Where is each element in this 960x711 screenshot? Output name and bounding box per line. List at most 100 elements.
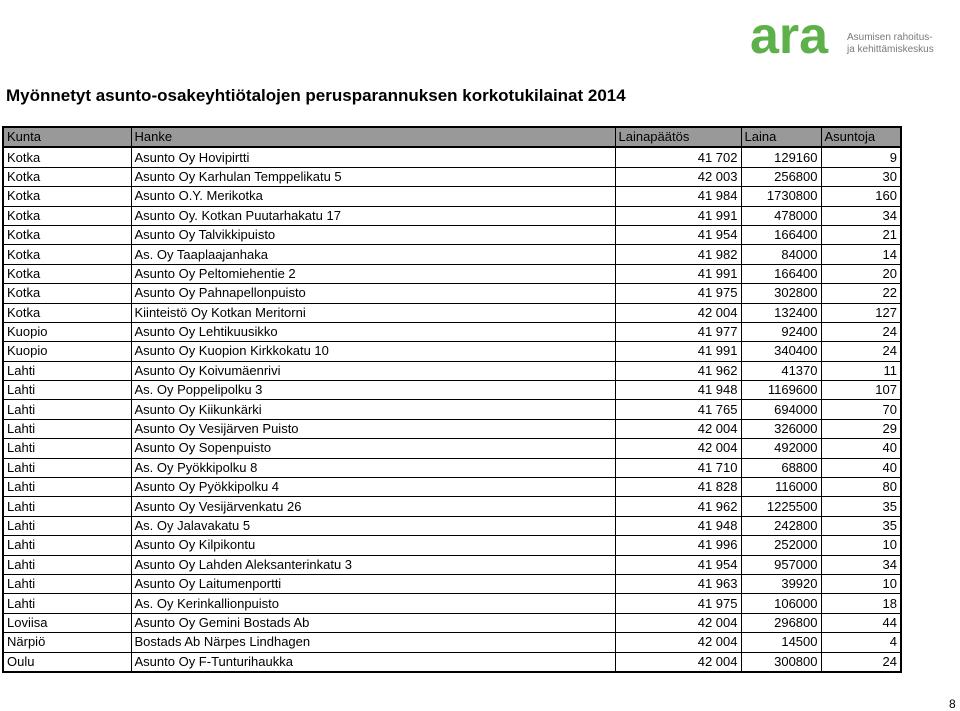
- asuntoja-cell: 40: [820, 457, 902, 479]
- header-laina: Laina: [740, 125, 822, 149]
- lainapaatos-cell: 41 996: [614, 535, 742, 556]
- table-header-row: Kunta Hanke Lainapäätös Laina Asuntoja: [2, 125, 902, 149]
- lainapaatos-cell: 42 004: [614, 651, 742, 673]
- table-row: Lahti Asunto Oy Laitumenportti 41 963 39920…: [2, 573, 902, 595]
- asuntoja-cell: 9: [820, 146, 902, 168]
- table-row: Lahti Asunto Oy Kilpikontu 41 996 252000 10: [2, 535, 902, 556]
- lainapaatos-cell: 41 991: [614, 341, 742, 362]
- hanke-cell: As. Oy Poppelipolku 3: [130, 380, 616, 401]
- hanke-cell: Asunto Oy Pahnapellonpuisto: [130, 283, 616, 304]
- header-lainapaatos: Lainapäätös: [614, 125, 742, 149]
- laina-cell: 302800: [740, 283, 822, 304]
- hanke-cell: Asunto Oy Lehtikuusikko: [130, 321, 616, 343]
- lainapaatos-cell: 42 004: [614, 612, 742, 634]
- laina-cell: 106000: [740, 593, 822, 614]
- kunta-cell: Lahti: [2, 573, 132, 595]
- loans-table: Kunta Hanke Lainapäätös Laina Asuntoja K…: [2, 125, 902, 673]
- lainapaatos-cell: 41 962: [614, 496, 742, 517]
- kunta-cell: Lahti: [2, 515, 132, 537]
- header-asuntoja: Asuntoja: [820, 125, 902, 149]
- kunta-cell: Kotka: [2, 186, 132, 207]
- asuntoja-cell: 30: [820, 166, 902, 188]
- laina-cell: 478000: [740, 205, 822, 226]
- lainapaatos-cell: 42 004: [614, 418, 742, 440]
- hanke-cell: Asunto Oy Kuopion Kirkkokatu 10: [130, 341, 616, 362]
- laina-cell: 300800: [740, 651, 822, 673]
- asuntoja-cell: 35: [820, 515, 902, 537]
- table-row: Kotka As. Oy Taaplaajanhaka 41 982 84000 14: [2, 244, 902, 265]
- lainapaatos-cell: 41 984: [614, 186, 742, 207]
- lainapaatos-cell: 42 003: [614, 166, 742, 188]
- hanke-cell: Asunto Oy Koivumäenrivi: [130, 360, 616, 382]
- table-row: Lahti As. Oy Pyökkipolku 8 41 710 68800 40: [2, 457, 902, 479]
- laina-cell: 242800: [740, 515, 822, 537]
- asuntoja-cell: 20: [820, 263, 902, 285]
- table-row: Kotka Asunto O.Y. Merikotka 41 984 1730800 1…: [2, 186, 902, 207]
- header-hanke: Hanke: [130, 125, 616, 149]
- lainapaatos-cell: 41 975: [614, 593, 742, 614]
- hanke-cell: Asunto Oy Pyökkipolku 4: [130, 477, 616, 498]
- asuntoja-cell: 40: [820, 438, 902, 459]
- hanke-cell: Asunto Oy Vesijärvenkatu 26: [130, 496, 616, 517]
- asuntoja-cell: 70: [820, 399, 902, 420]
- page-number: 8: [949, 697, 956, 711]
- ara-wordmark-icon: ara: [750, 7, 829, 65]
- logo-tagline-line1: Asumisen rahoitus-: [847, 32, 933, 43]
- asuntoja-cell: 11: [820, 360, 902, 382]
- hanke-cell: Kiinteistö Oy Kotkan Meritorni: [130, 302, 616, 323]
- asuntoja-cell: 22: [820, 283, 902, 304]
- hanke-cell: Asunto Oy Vesijärven Puisto: [130, 418, 616, 440]
- kunta-cell: Kuopio: [2, 321, 132, 343]
- kunta-cell: Lahti: [2, 418, 132, 440]
- laina-cell: 1169600: [740, 380, 822, 401]
- table-row: Lahti As. Oy Jalavakatu 5 41 948 242800 35: [2, 515, 902, 537]
- table-row: Lahti Asunto Oy Pyökkipolku 4 41 828 116000…: [2, 477, 902, 498]
- laina-cell: 1225500: [740, 496, 822, 517]
- table-row: Lahti Asunto Oy Lahden Aleksanterinkatu 3…: [2, 554, 902, 575]
- hanke-cell: Asunto O.Y. Merikotka: [130, 186, 616, 207]
- hanke-cell: Asunto Oy Lahden Aleksanterinkatu 3: [130, 554, 616, 575]
- lainapaatos-cell: 41 991: [614, 205, 742, 226]
- laina-cell: 296800: [740, 612, 822, 634]
- hanke-cell: Asunto Oy Talvikkipuisto: [130, 224, 616, 246]
- kunta-cell: Lahti: [2, 380, 132, 401]
- lainapaatos-cell: 41 963: [614, 573, 742, 595]
- table-row: Oulu Asunto Oy F-Tunturihaukka 42 004 30080…: [2, 651, 902, 673]
- table-row: Kotka Asunto Oy Karhulan Temppelikatu 5 42…: [2, 166, 902, 188]
- asuntoja-cell: 24: [820, 341, 902, 362]
- lainapaatos-cell: 41 982: [614, 244, 742, 265]
- hanke-cell: Asunto Oy Kiikunkärki: [130, 399, 616, 420]
- asuntoja-cell: 34: [820, 205, 902, 226]
- kunta-cell: Lahti: [2, 535, 132, 556]
- logo-tagline: Asumisen rahoitus- ja kehittämiskeskus: [847, 32, 934, 56]
- asuntoja-cell: 80: [820, 477, 902, 498]
- kunta-cell: Kotka: [2, 302, 132, 323]
- kunta-cell: Lahti: [2, 593, 132, 614]
- kunta-cell: Lahti: [2, 360, 132, 382]
- ara-logo: ara: [750, 7, 950, 65]
- kunta-cell: Kotka: [2, 205, 132, 226]
- hanke-cell: Asunto Oy. Kotkan Puutarhakatu 17: [130, 205, 616, 226]
- kunta-cell: Närpiö: [2, 632, 132, 653]
- laina-cell: 132400: [740, 302, 822, 323]
- asuntoja-cell: 107: [820, 380, 902, 401]
- kunta-cell: Lahti: [2, 554, 132, 575]
- laina-cell: 340400: [740, 341, 822, 362]
- kunta-cell: Kotka: [2, 146, 132, 168]
- hanke-cell: Asunto Oy Peltomiehentie 2: [130, 263, 616, 285]
- laina-cell: 166400: [740, 263, 822, 285]
- asuntoja-cell: 10: [820, 535, 902, 556]
- laina-cell: 84000: [740, 244, 822, 265]
- table-row: Lahti As. Oy Kerinkallionpuisto 41 975 1060…: [2, 593, 902, 614]
- table-row: Kotka Kiinteistö Oy Kotkan Meritorni 42 00…: [2, 302, 902, 323]
- laina-cell: 92400: [740, 321, 822, 343]
- lainapaatos-cell: 42 004: [614, 438, 742, 459]
- lainapaatos-cell: 41 962: [614, 360, 742, 382]
- table-row: Kuopio Asunto Oy Lehtikuusikko 41 977 92400…: [2, 321, 902, 343]
- lainapaatos-cell: 41 948: [614, 515, 742, 537]
- laina-cell: 694000: [740, 399, 822, 420]
- hanke-cell: Asunto Oy Kilpikontu: [130, 535, 616, 556]
- lainapaatos-cell: 41 975: [614, 283, 742, 304]
- table-row: Lahti Asunto Oy Koivumäenrivi 41 962 41370 1…: [2, 360, 902, 382]
- hanke-cell: Bostads Ab Närpes Lindhagen: [130, 632, 616, 653]
